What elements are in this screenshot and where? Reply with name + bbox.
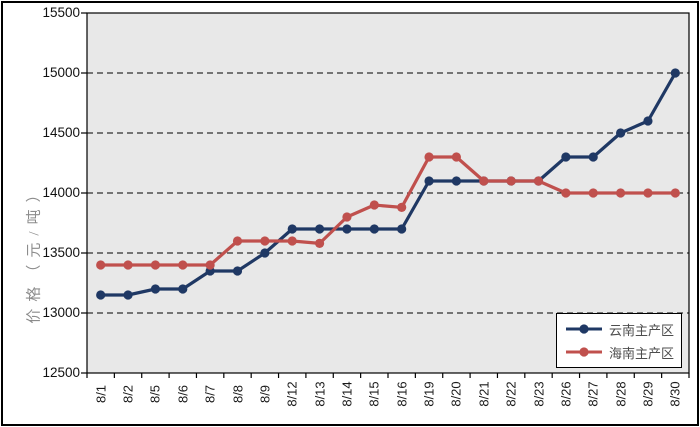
y-tick-label: 15000	[42, 65, 80, 80]
y-tick-label: 13000	[42, 305, 80, 320]
data-point	[150, 284, 161, 294]
data-point	[260, 248, 270, 258]
data-point	[643, 116, 653, 126]
x-tick-label: 8/22	[503, 381, 519, 407]
data-point	[451, 152, 462, 162]
hainan-line-marker-icon	[566, 347, 602, 357]
x-tick-label: 8/28	[613, 381, 629, 407]
y-tick-label: 14500	[42, 125, 80, 140]
data-point	[479, 176, 489, 186]
data-point	[533, 176, 544, 186]
legend-item-hainan: 海南主产区	[565, 343, 681, 362]
data-point	[615, 188, 626, 198]
data-point	[670, 68, 680, 78]
x-tick-label: 8/20	[448, 381, 464, 407]
x-tick-label: 8/5	[147, 384, 163, 404]
data-point	[123, 260, 133, 270]
data-point	[397, 224, 407, 234]
x-tick-label: 8/9	[257, 384, 273, 404]
data-point	[314, 224, 325, 234]
data-point	[178, 284, 188, 294]
data-point	[287, 224, 297, 234]
data-point	[506, 176, 516, 186]
x-tick-label: 8/13	[312, 381, 328, 407]
data-point	[424, 152, 434, 162]
y-tick-label: 13500	[42, 245, 80, 260]
series-hainan	[96, 152, 680, 270]
legend-label-yunnan: 云南主产区	[609, 322, 675, 338]
data-point	[561, 188, 571, 198]
x-tick-label: 8/19	[421, 381, 437, 407]
data-point	[369, 224, 379, 234]
x-tick-label: 8/26	[558, 381, 574, 407]
data-point	[424, 176, 434, 186]
data-point	[643, 188, 653, 198]
data-point	[96, 290, 106, 300]
gridlines	[87, 72, 689, 314]
x-tick-label: 8/15	[366, 381, 382, 407]
x-tick-label: 8/7	[202, 384, 218, 404]
data-point	[615, 128, 626, 138]
data-point	[369, 200, 379, 210]
x-axis-ticks	[86, 373, 690, 378]
data-point	[178, 260, 188, 270]
x-tick-label: 8/21	[476, 381, 492, 407]
x-tick-label: 8/29	[640, 381, 656, 407]
legend-item-yunnan: 云南主产区	[565, 320, 681, 339]
data-point	[670, 188, 680, 198]
y-axis-ticks	[81, 12, 87, 374]
legend-label-hainan: 海南主产区	[609, 345, 675, 361]
yunnan-line-marker-icon	[566, 324, 602, 334]
data-point	[342, 224, 352, 234]
x-tick-label: 8/6	[175, 384, 191, 404]
data-point	[561, 152, 571, 162]
legend: 云南主产区 海南主产区	[556, 313, 682, 368]
x-tick-label: 8/1	[93, 384, 109, 404]
data-point	[287, 236, 297, 246]
data-point	[150, 260, 161, 270]
data-point	[232, 236, 243, 246]
data-point	[397, 202, 407, 212]
data-point	[96, 260, 106, 270]
x-tick-label: 8/27	[585, 381, 601, 407]
y-tick-label: 12500	[42, 365, 80, 380]
data-point	[205, 260, 215, 270]
x-tick-label: 8/14	[339, 381, 355, 407]
data-point	[451, 176, 462, 186]
y-tick-label: 14000	[42, 185, 80, 200]
data-point	[588, 152, 598, 162]
data-point	[123, 290, 133, 300]
data-point	[232, 266, 243, 276]
data-point	[342, 212, 352, 222]
x-tick-label: 8/30	[667, 381, 683, 407]
data-point	[314, 238, 325, 248]
data-point	[588, 188, 598, 198]
y-tick-label: 15500	[42, 5, 80, 20]
x-tick-label: 8/23	[531, 381, 546, 407]
x-tick-label: 8/2	[120, 384, 136, 404]
x-tick-label: 8/16	[394, 381, 410, 407]
data-point	[260, 236, 270, 246]
x-tick-label: 8/12	[284, 381, 300, 407]
x-tick-label: 8/8	[230, 384, 245, 404]
